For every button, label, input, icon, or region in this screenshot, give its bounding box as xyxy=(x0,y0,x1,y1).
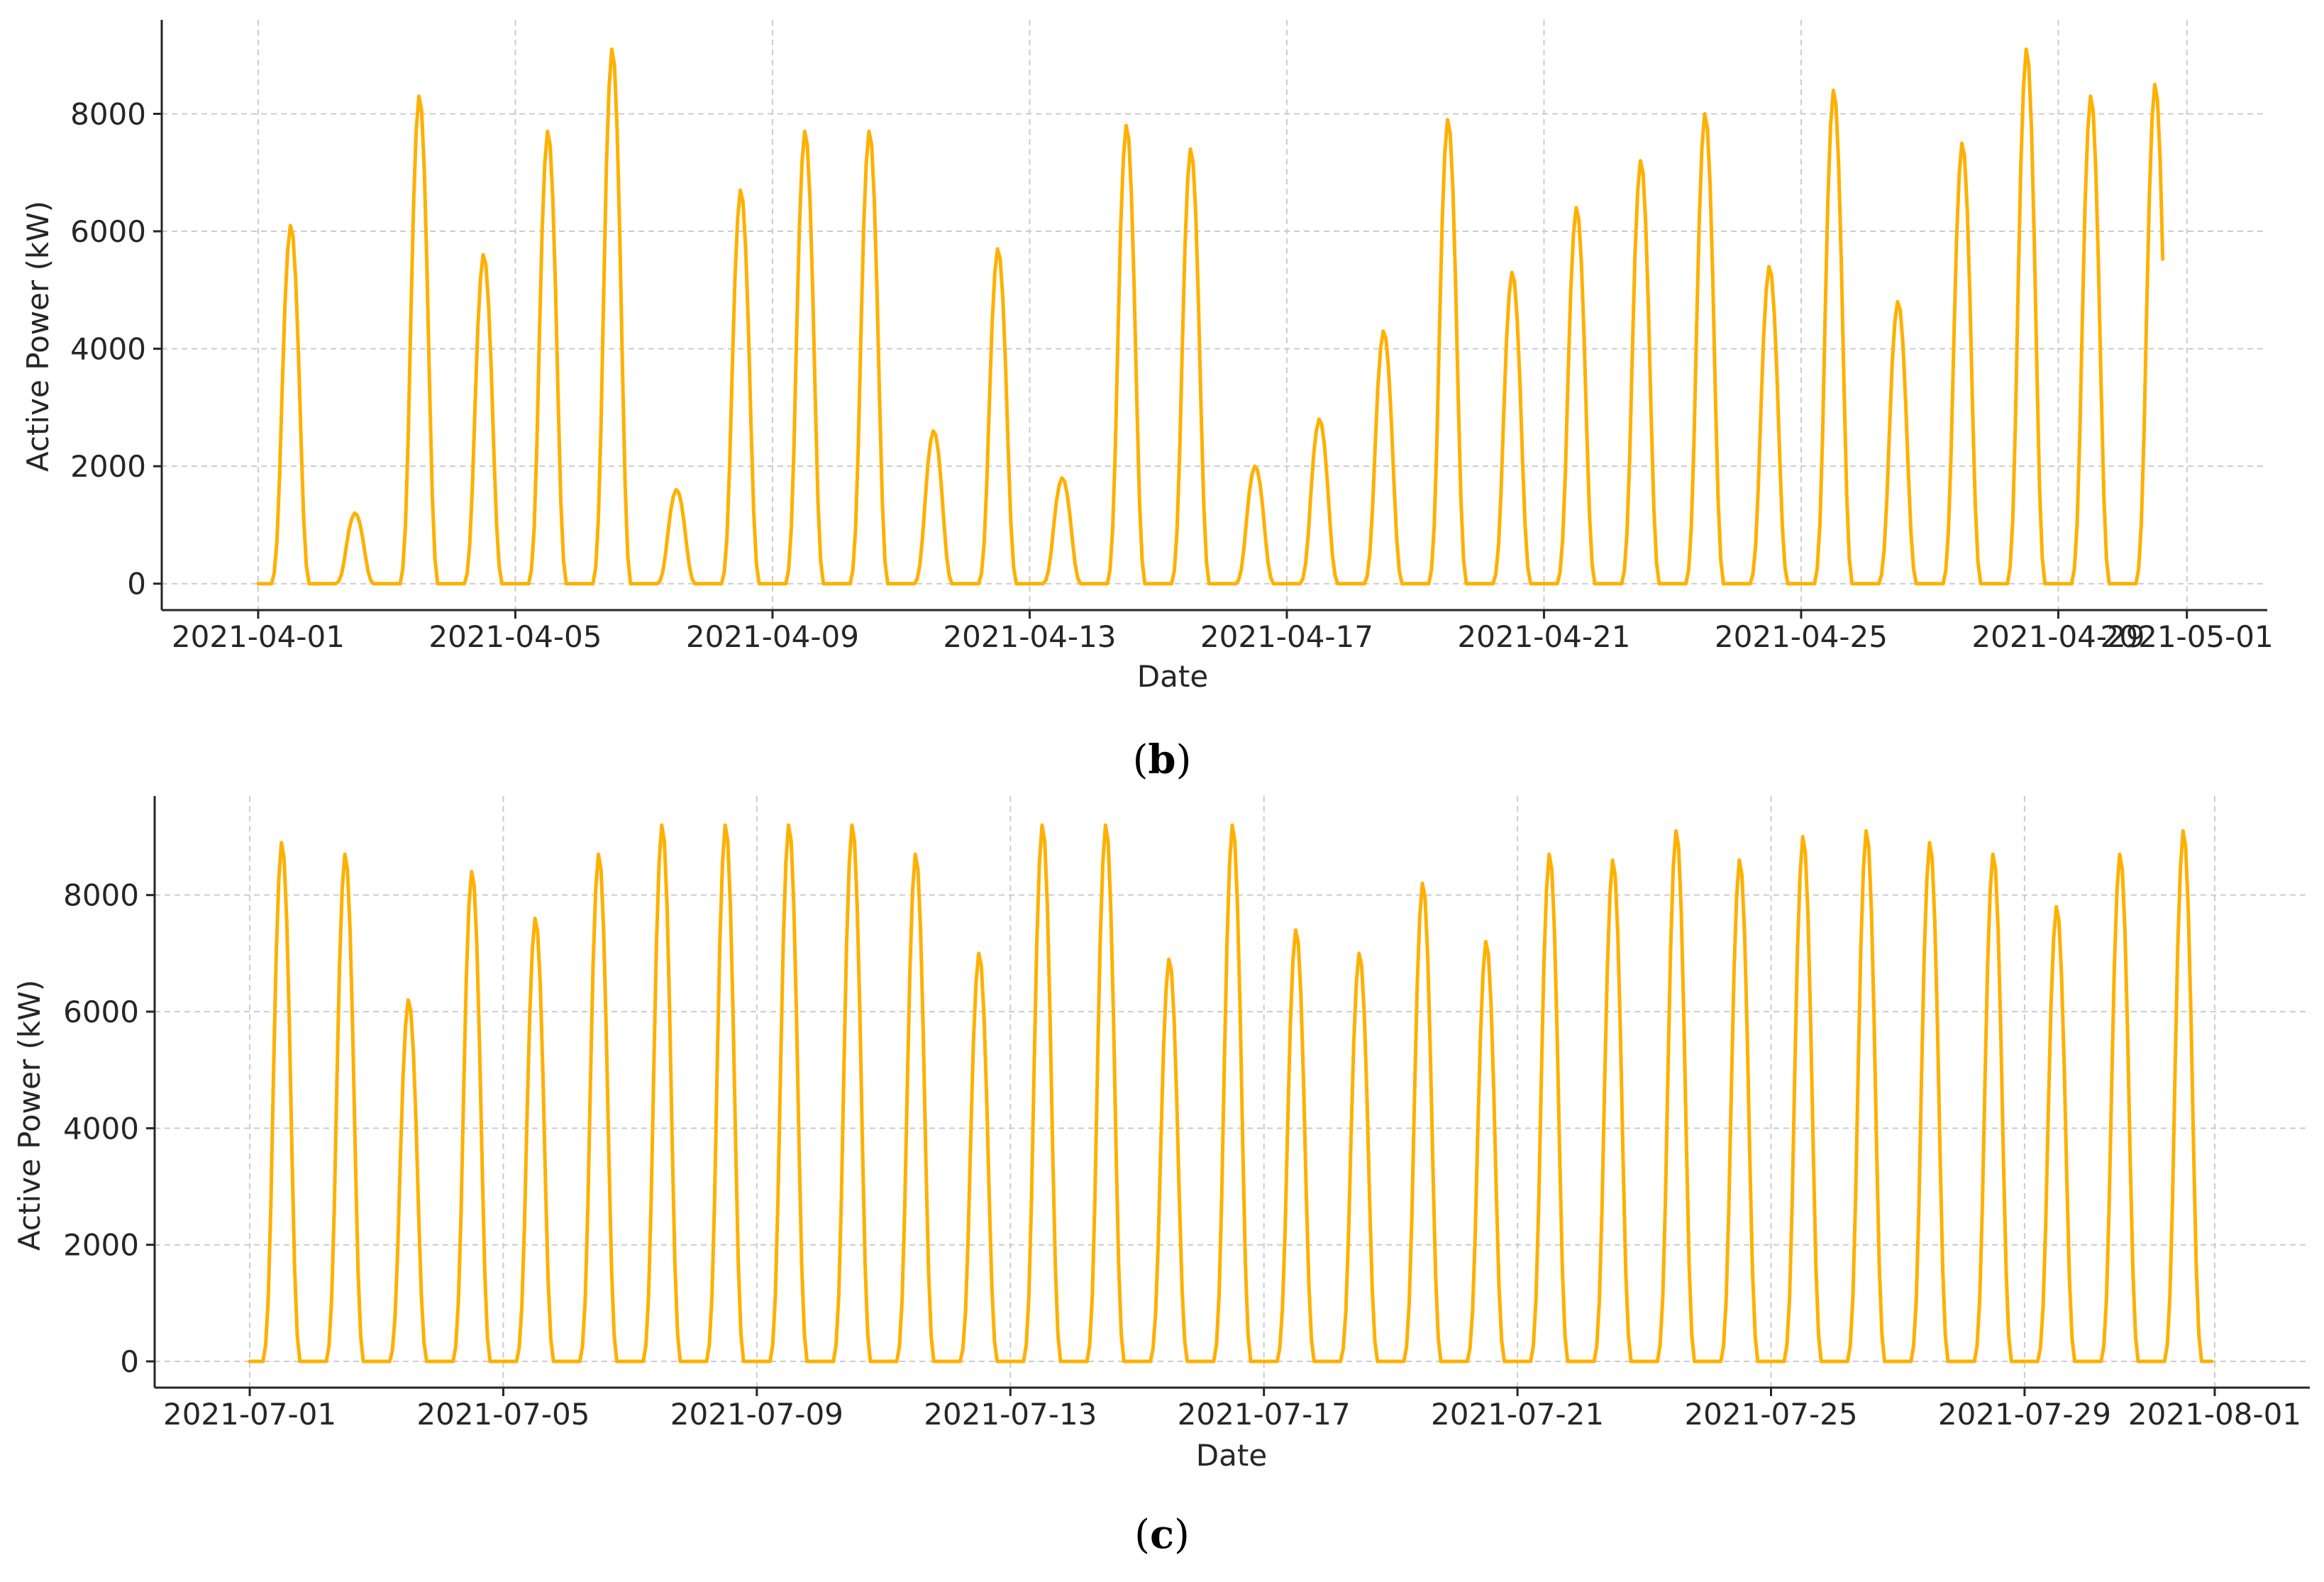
panel-label-b-letter: b xyxy=(1148,736,1175,783)
x-tick-label: 2021-04-01 xyxy=(172,619,345,654)
y-tick-label: 2000 xyxy=(63,1228,139,1263)
y-tick-label: 0 xyxy=(120,1344,139,1379)
y-tick-label: 4000 xyxy=(63,1111,139,1146)
x-tick-label: 2021-04-29 xyxy=(1971,619,2145,654)
x-axis-title: Date xyxy=(1137,659,1208,694)
y-tick-label: 6000 xyxy=(63,995,139,1029)
x-tick-label: 2021-05-01 xyxy=(2101,619,2274,654)
x-tick-label: 2021-07-05 xyxy=(416,1397,590,1432)
tick-layer: 2021-04-01 2021-04-05 2021-04-09 2021-04-13… xyxy=(70,96,2274,654)
chart-april: 2021-04-01 2021-04-05 2021-04-09 2021-04-13… xyxy=(21,20,2274,694)
panel-label-c: (c) xyxy=(1134,1511,1190,1558)
active-power-series-line xyxy=(248,823,2214,1363)
x-tick-label: 2021-08-01 xyxy=(2128,1397,2301,1432)
x-tick-label: 2021-07-01 xyxy=(163,1397,336,1432)
x-tick-label: 2021-07-25 xyxy=(1684,1397,1857,1432)
active-power-series-line xyxy=(256,47,2165,586)
y-tick-label: 6000 xyxy=(70,214,146,249)
axes-layer xyxy=(160,20,2267,612)
x-tick-label: 2021-04-05 xyxy=(428,619,602,654)
series-layer xyxy=(248,823,2214,1363)
y-axis-title: Active Power (kW) xyxy=(12,980,47,1251)
x-tick-label: 2021-07-13 xyxy=(924,1397,1097,1432)
y-tick-label: 2000 xyxy=(70,449,146,484)
series-layer xyxy=(256,47,2165,586)
y-axis-title: Active Power (kW) xyxy=(21,201,55,472)
chart-july: 2021-07-01 2021-07-05 2021-07-09 2021-07-13… xyxy=(12,796,2310,1473)
x-tick-label: 2021-04-17 xyxy=(1200,619,1373,654)
x-tick-label: 2021-04-21 xyxy=(1457,619,1630,654)
tick-layer: 2021-07-01 2021-07-05 2021-07-09 2021-07-13… xyxy=(63,878,2301,1432)
y-tick-label: 8000 xyxy=(70,96,146,131)
panel-label-b: (b) xyxy=(1133,736,1192,783)
x-tick-label: 2021-07-09 xyxy=(670,1397,843,1432)
x-axis-title: Date xyxy=(1196,1438,1267,1473)
x-tick-label: 2021-04-09 xyxy=(686,619,859,654)
y-tick-label: 4000 xyxy=(70,332,146,367)
x-tick-label: 2021-04-25 xyxy=(1715,619,1888,654)
x-tick-label: 2021-04-13 xyxy=(943,619,1116,654)
y-tick-label: 8000 xyxy=(63,878,139,913)
x-tick-label: 2021-07-29 xyxy=(1938,1397,2111,1432)
x-tick-label: 2021-07-21 xyxy=(1431,1397,1604,1432)
x-tick-label: 2021-07-17 xyxy=(1178,1397,1351,1432)
panel-label-c-letter: c xyxy=(1150,1511,1174,1558)
y-tick-label: 0 xyxy=(127,567,146,602)
